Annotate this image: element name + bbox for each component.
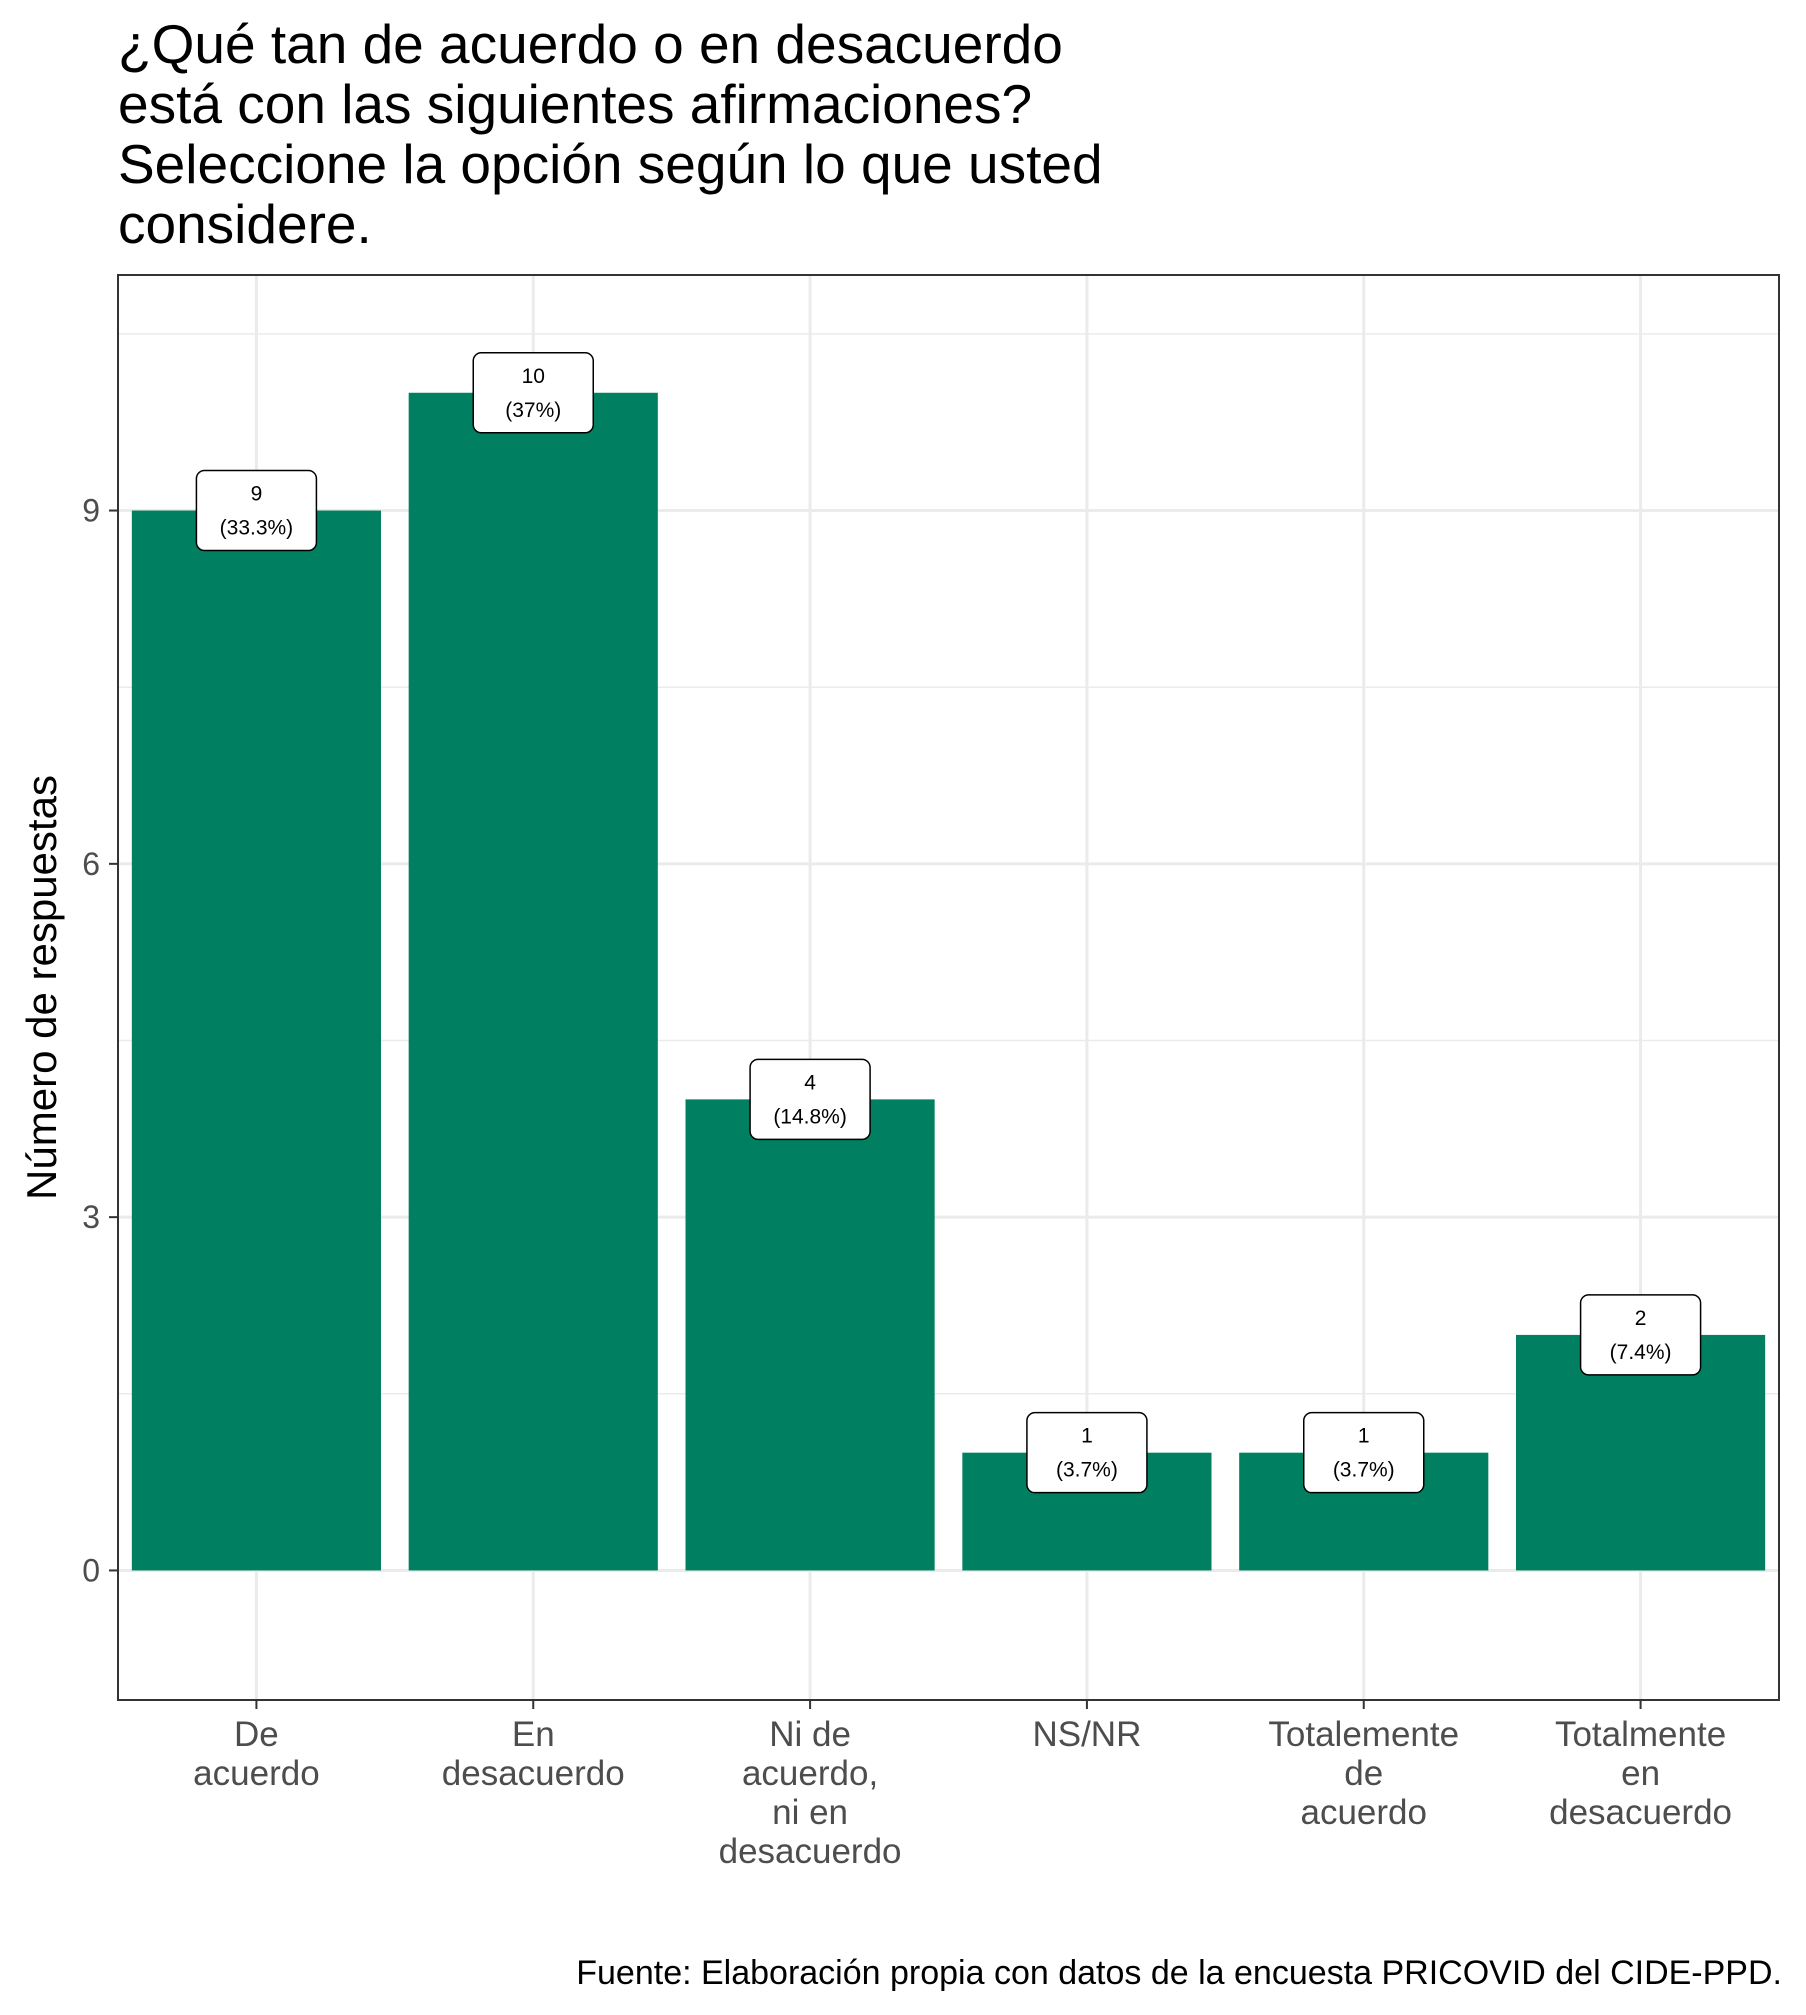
data-label: 1 (3.7%) <box>1303 1411 1425 1494</box>
data-label-text: (3.7%) <box>1056 1459 1118 1482</box>
data-label-text: 2 <box>1635 1307 1647 1330</box>
x-tick-label: NS/NR <box>1032 1715 1141 1754</box>
x-tick-label: Ni de acuerdo, ni en desacuerdo <box>719 1715 902 1871</box>
data-label: 4 (14.8%) <box>749 1058 871 1141</box>
bar <box>131 510 381 1571</box>
chart-title-line: está con las siguientes afirmaciones? <box>118 73 1033 135</box>
plot-border <box>117 274 1780 1701</box>
data-label-text: 1 <box>1081 1425 1093 1448</box>
data-label-text: 9 <box>251 483 263 506</box>
data-label: 9 (33.3%) <box>195 469 318 552</box>
data-label: 10 (37%) <box>472 352 594 434</box>
chart-title-line: ¿Qué tan de acuerdo o en desacuerdo <box>118 13 1063 75</box>
data-label-box <box>1579 1294 1702 1376</box>
plot-panel <box>118 275 1779 1700</box>
y-tick-label: 0 <box>82 1552 100 1588</box>
chart-title-line: Seleccione la opción según lo que usted <box>118 133 1103 195</box>
x-tick-label: En desacuerdo <box>442 1715 625 1793</box>
y-axis-title: Número de respuestas <box>18 775 65 1200</box>
data-label-text: (33.3%) <box>220 517 294 540</box>
data-label-text: (7.4%) <box>1610 1341 1672 1364</box>
data-label-box <box>749 1058 871 1141</box>
data-label-box <box>195 469 318 552</box>
data-label: 1 (3.7%) <box>1026 1411 1148 1494</box>
data-label-text: (37%) <box>505 399 561 422</box>
data-label-box <box>472 352 594 434</box>
data-label-text: (3.7%) <box>1333 1459 1395 1482</box>
data-label: 2 (7.4%) <box>1579 1294 1702 1376</box>
chart-title-line: considere. <box>118 193 372 255</box>
data-label-box <box>1303 1411 1425 1494</box>
data-label-text: 4 <box>804 1071 816 1094</box>
data-label-text: 10 <box>522 365 545 388</box>
bar <box>408 392 658 1571</box>
chart-title: ¿Qué tan de acuerdo o en desacuerdo está… <box>118 14 1103 254</box>
x-tick-label: Totalemente de acuerdo <box>1268 1715 1459 1832</box>
x-tick-label: Totalmente en desacuerdo <box>1549 1715 1732 1832</box>
data-label-box <box>1026 1411 1148 1494</box>
x-tick-label: De acuerdo <box>193 1715 319 1793</box>
data-label-text: (14.8%) <box>773 1105 847 1128</box>
bar <box>685 1099 935 1571</box>
data-label-text: 1 <box>1358 1425 1370 1448</box>
y-tick-label: 6 <box>82 846 100 882</box>
y-tick-label: 9 <box>82 493 100 529</box>
source-caption: Fuente: Elaboración propia con datos de … <box>576 1954 1782 1992</box>
y-tick-label: 3 <box>82 1199 100 1235</box>
